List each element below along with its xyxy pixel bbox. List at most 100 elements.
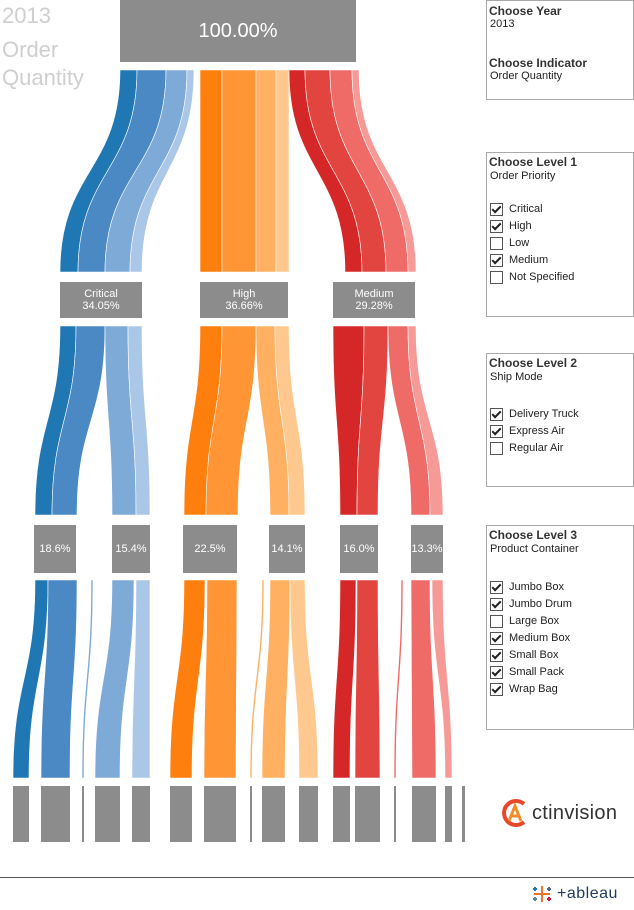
option-label: Jumbo Drum <box>509 598 572 610</box>
level1-option-high[interactable]: High <box>490 218 532 234</box>
level3-node-bar[interactable] <box>82 786 84 842</box>
checkbox[interactable] <box>490 270 503 284</box>
tableau-wordmark: +ableau <box>557 885 618 902</box>
checkbox[interactable] <box>490 597 503 611</box>
footer-divider <box>0 877 634 878</box>
level3-node-bar[interactable] <box>462 786 465 842</box>
level3-option-small-pack[interactable]: Small Pack <box>490 664 564 680</box>
checkbox[interactable] <box>490 665 503 679</box>
level1-option-critical[interactable]: Critical <box>490 201 543 217</box>
level2-node[interactable]: 13.3% <box>411 525 443 573</box>
level3-option-wrap-bag[interactable]: Wrap Bag <box>490 681 558 697</box>
checkbox[interactable] <box>490 648 503 662</box>
option-label: Large Box <box>509 615 560 627</box>
ribbon-level2-to-level3[interactable] <box>332 579 357 779</box>
option-label: Small Box <box>509 649 559 661</box>
ribbon-level2-to-level3[interactable] <box>40 579 78 779</box>
level1-option-low[interactable]: Low <box>490 235 529 251</box>
indicator-filter-value[interactable]: Order Quantity <box>490 70 563 82</box>
option-label: Critical <box>509 203 543 215</box>
level3-option-medium-box[interactable]: Medium Box <box>490 630 570 646</box>
level3-node-bar[interactable] <box>132 786 150 842</box>
ribbon-level1-to-level2[interactable] <box>205 325 257 516</box>
level1-share: 36.66% <box>225 300 263 312</box>
ribbon-level2-to-level3[interactable] <box>12 579 49 779</box>
level3-node-bar[interactable] <box>355 786 380 842</box>
level1-node-critical[interactable]: Critical 34.05% <box>60 282 142 318</box>
ribbon-total-to-level1[interactable] <box>275 69 290 273</box>
level3-node-bar[interactable] <box>204 786 236 842</box>
level3-node-bar[interactable] <box>394 786 396 842</box>
level3-node-bar[interactable] <box>95 786 120 842</box>
level2-option-express-air[interactable]: Express Air <box>490 423 565 439</box>
year-filter-value[interactable]: 2013 <box>490 18 515 30</box>
ribbon-level2-to-level3[interactable] <box>410 579 437 779</box>
level2-node[interactable]: 14.1% <box>269 525 305 573</box>
option-label: Regular Air <box>509 442 564 454</box>
checkbox[interactable] <box>490 631 503 645</box>
level3-node-bar[interactable] <box>250 786 252 842</box>
ribbon-level1-to-level2[interactable] <box>407 325 444 516</box>
level3-node-bar[interactable] <box>13 786 29 842</box>
level3-node-bar[interactable] <box>170 786 192 842</box>
checkbox[interactable] <box>490 407 503 421</box>
ribbon-level2-to-level3[interactable] <box>203 579 238 779</box>
checkbox[interactable] <box>490 253 503 267</box>
option-label: Medium <box>509 254 549 266</box>
level2-share: 18.6% <box>39 543 71 555</box>
ribbon-total-to-level1[interactable] <box>199 69 223 273</box>
ribbon-level1-to-level2[interactable] <box>356 325 389 516</box>
ribbon-level2-to-level3[interactable] <box>131 579 151 779</box>
checkbox[interactable] <box>490 614 503 628</box>
checkbox[interactable] <box>490 236 503 250</box>
tableau-logo[interactable]: +ableau <box>531 883 618 905</box>
ribbon-level2-to-level3[interactable] <box>354 579 381 779</box>
checkbox[interactable] <box>490 219 503 233</box>
level3-node-bar[interactable] <box>262 786 285 842</box>
checkbox[interactable] <box>490 682 503 696</box>
level2-node[interactable]: 22.5% <box>183 525 237 573</box>
level1-option-not-specified[interactable]: Not Specified <box>490 269 574 285</box>
ribbon-level2-to-level3[interactable] <box>249 579 265 779</box>
level2-node[interactable]: 15.4% <box>112 525 150 573</box>
total-node[interactable]: 100.00% <box>120 0 356 62</box>
checkbox[interactable] <box>490 580 503 594</box>
level3-node-bar[interactable] <box>445 786 452 842</box>
level2-node[interactable]: 16.0% <box>340 525 378 573</box>
ribbon-level2-to-level3[interactable] <box>393 579 404 779</box>
option-label: Jumbo Box <box>509 581 565 593</box>
level2-option-delivery-truck[interactable]: Delivery Truck <box>490 406 579 422</box>
level3-node-bar[interactable] <box>412 786 436 842</box>
level3-node-bar[interactable] <box>299 786 318 842</box>
level2-option-regular-air[interactable]: Regular Air <box>490 440 563 456</box>
ribbon-total-to-level1[interactable] <box>255 69 277 273</box>
ribbon-level2-to-level3[interactable] <box>81 579 94 779</box>
option-label: High <box>509 220 532 232</box>
ribbon-level1-to-level2[interactable] <box>127 325 151 516</box>
ribbon-level2-to-level3[interactable] <box>169 579 206 779</box>
level3-node-bar[interactable] <box>41 786 70 842</box>
level3-option-small-box[interactable]: Small Box <box>490 647 559 663</box>
ribbon-level2-to-level3[interactable] <box>289 579 319 779</box>
level1-option-medium[interactable]: Medium <box>490 252 548 268</box>
level3-option-large-box[interactable]: Large Box <box>490 613 559 629</box>
ribbon-level2-to-level3[interactable] <box>94 579 135 779</box>
ribbon-total-to-level1[interactable] <box>129 69 195 273</box>
checkbox[interactable] <box>490 424 503 438</box>
level2-filter-subtitle: Ship Mode <box>490 371 543 383</box>
level3-option-jumbo-drum[interactable]: Jumbo Drum <box>490 596 572 612</box>
level1-share: 34.05% <box>82 300 120 312</box>
ribbon-level1-to-level2[interactable] <box>274 325 306 516</box>
checkbox[interactable] <box>490 441 503 455</box>
ribbon-level2-to-level3[interactable] <box>261 579 291 779</box>
checkbox[interactable] <box>490 202 503 216</box>
ribbon-level2-to-level3[interactable] <box>431 579 453 779</box>
level1-node-high[interactable]: High 36.66% <box>200 282 288 318</box>
level3-option-jumbo-box[interactable]: Jumbo Box <box>490 579 564 595</box>
ribbon-total-to-level1[interactable] <box>221 69 257 273</box>
ribbon-level1-to-level2[interactable] <box>51 325 106 516</box>
ribbon-total-to-level1[interactable] <box>351 69 417 273</box>
level2-node[interactable]: 18.6% <box>34 525 76 573</box>
level3-node-bar[interactable] <box>333 786 350 842</box>
level1-node-medium[interactable]: Medium 29.28% <box>333 282 415 318</box>
